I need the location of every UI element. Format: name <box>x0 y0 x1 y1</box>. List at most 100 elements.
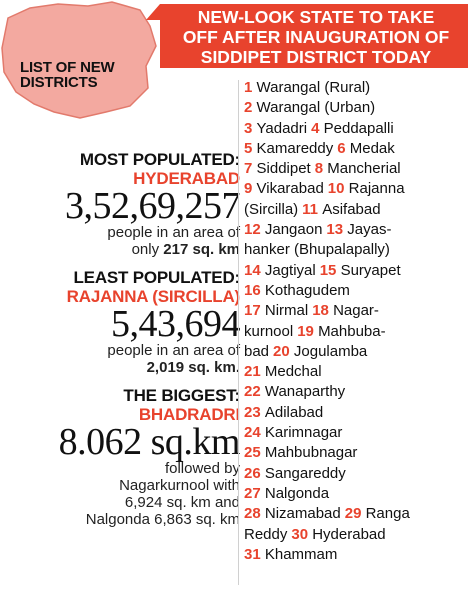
most-populated-heading: MOST POPULATED: <box>79 150 240 169</box>
district-list-line: (Sircilla) 11 Asifabad <box>244 200 472 220</box>
district-list-line: 24 Karimnagar <box>244 423 472 443</box>
least-populated-heading: LEAST POPULATED: <box>73 268 241 287</box>
stats-column: MOST POPULATED: HYDERABAD 3,52,69,257 pe… <box>30 150 241 528</box>
district-name: Kamareddy <box>256 139 334 157</box>
district-number: 31 <box>244 545 265 563</box>
district-name: Jangaon <box>264 221 323 239</box>
district-list-line: 7 Siddipet 8 Mancherial <box>244 159 472 179</box>
district-name: Jayas- <box>347 221 392 239</box>
district-list-line: Reddy 30 Hyderabad <box>244 525 472 545</box>
district-name: Mahbubnagar <box>264 444 358 462</box>
district-name: Peddapalli <box>323 119 394 137</box>
district-number: 12 <box>244 221 265 239</box>
district-name: Siddipet <box>256 160 311 178</box>
banner-notch <box>146 4 160 20</box>
district-list-line: bad 20 Jogulamba <box>244 342 472 362</box>
district-number: 3 <box>244 119 257 137</box>
district-list: 1 Warangal (Rural) 2 Warangal (Urban) 3 Ya… <box>244 78 472 565</box>
district-number: 16 <box>244 281 265 299</box>
district-name: Sangareddy <box>264 464 346 482</box>
district-name: Nagar- <box>333 302 379 320</box>
district-number: 9 <box>244 180 257 198</box>
district-name: Vikarabad <box>256 180 324 198</box>
district-list-line: 26 Sangareddy <box>244 464 472 484</box>
district-list-line: 23 Adilabad <box>244 403 472 423</box>
biggest-desc-line: Nagarkurnool with <box>119 477 240 494</box>
district-list-line: 5 Kamareddy 6 Medak <box>244 139 472 159</box>
district-list-line: 12 Jangaon 13 Jayas- <box>244 220 472 240</box>
most-populated-block: MOST POPULATED: HYDERABAD 3,52,69,257 pe… <box>30 150 241 258</box>
district-name: (Sircilla) <box>244 200 299 218</box>
district-list-line: 21 Medchal <box>244 362 472 382</box>
district-list-line: 2 Warangal (Urban) <box>244 98 472 118</box>
district-number: 21 <box>244 363 265 381</box>
district-name: Mancherial <box>327 160 401 178</box>
district-list-line: 31 Khammam <box>244 545 472 565</box>
district-name: Yadadri <box>256 119 308 137</box>
district-number: 20 <box>273 342 294 360</box>
district-name: Kothagudem <box>264 281 350 299</box>
biggest-district: BHADRADRI <box>138 405 240 424</box>
district-number: 26 <box>244 464 265 482</box>
district-name: Mahbuba- <box>318 322 386 340</box>
biggest-desc-line: 6,924 sq. km and <box>124 494 240 511</box>
district-number: 7 <box>244 160 257 178</box>
district-name: Asifabad <box>322 200 381 218</box>
biggest-area-number: 8.062 sq.km <box>58 421 241 463</box>
district-name: Medchal <box>264 363 322 381</box>
district-name: Nizamabad <box>264 505 341 523</box>
district-list-line: hanker (Bhupalapally) <box>244 240 472 260</box>
district-name: Warangal (Rural) <box>256 79 371 96</box>
list-label-line: DISTRICTS <box>20 74 98 91</box>
district-list-line: 28 Nizamabad 29 Ranga <box>244 504 472 524</box>
least-populated-block: LEAST POPULATED: RAJANNA (SIRCILLA) 5,43… <box>30 268 241 376</box>
district-name: Khammam <box>264 545 338 563</box>
district-number: 4 <box>311 119 324 137</box>
headline-banner: NEW-LOOK STATE TO TAKE OFF AFTER INAUGUR… <box>160 4 468 68</box>
district-number: 27 <box>244 484 265 502</box>
district-name: Adilabad <box>264 403 324 421</box>
district-number: 28 <box>244 505 265 523</box>
headline-line: OFF AFTER INAUGURATION OF <box>182 27 450 47</box>
least-populated-district: RAJANNA (SIRCILLA) <box>66 287 241 306</box>
biggest-desc-line: Nalgonda 6,863 sq. km <box>85 511 240 528</box>
district-name: Suryapet <box>340 261 401 279</box>
district-name: Reddy <box>244 525 288 543</box>
district-name: kurnool <box>244 322 294 340</box>
district-number: 23 <box>244 403 265 421</box>
biggest-block: THE BIGGEST: BHADRADRI 8.062 sq.km follo… <box>30 386 241 528</box>
district-name: Nirmal <box>264 302 309 320</box>
district-name: Hyderabad <box>312 525 386 543</box>
district-name: hanker (Bhupalapally) <box>244 241 390 259</box>
district-number: 18 <box>312 302 334 320</box>
most-populated-desc-line: people in an area of <box>107 224 240 241</box>
headline-line: NEW-LOOK STATE TO TAKE <box>197 7 435 27</box>
district-list-line: kurnool 19 Mahbuba- <box>244 322 472 342</box>
district-number: 6 <box>337 139 350 157</box>
district-number: 14 <box>244 261 265 279</box>
district-name: Jogulamba <box>293 342 368 360</box>
district-number: 22 <box>244 383 265 401</box>
least-populated-area: 2,019 sq. km. <box>146 359 240 376</box>
district-list-line: 9 Vikarabad 10 Rajanna <box>244 179 472 199</box>
district-name: bad <box>244 342 270 360</box>
district-list-line: 3 Yadadri 4 Peddapalli <box>244 119 472 139</box>
district-number: 13 <box>326 221 348 239</box>
district-number: 2 <box>244 99 257 117</box>
district-number: 10 <box>327 180 349 198</box>
district-list-line: 27 Nalgonda <box>244 484 472 504</box>
map-outline-shape <box>1 1 157 119</box>
least-populated-desc-line: people in an area of <box>107 342 240 359</box>
district-name: Medak <box>349 139 395 157</box>
district-number: 15 <box>319 261 341 279</box>
district-number: 24 <box>244 424 265 442</box>
district-number: 1 <box>244 79 257 96</box>
district-name: Ranga <box>365 505 410 523</box>
district-number: 25 <box>244 444 265 462</box>
district-list-line: 22 Wanaparthy <box>244 382 472 402</box>
biggest-desc-line: followed by <box>164 460 240 477</box>
most-populated-number: 3,52,69,257 <box>65 185 241 227</box>
district-name: Nalgonda <box>264 484 330 502</box>
district-name: Karimnagar <box>264 424 343 442</box>
district-name: Wanaparthy <box>264 383 346 401</box>
